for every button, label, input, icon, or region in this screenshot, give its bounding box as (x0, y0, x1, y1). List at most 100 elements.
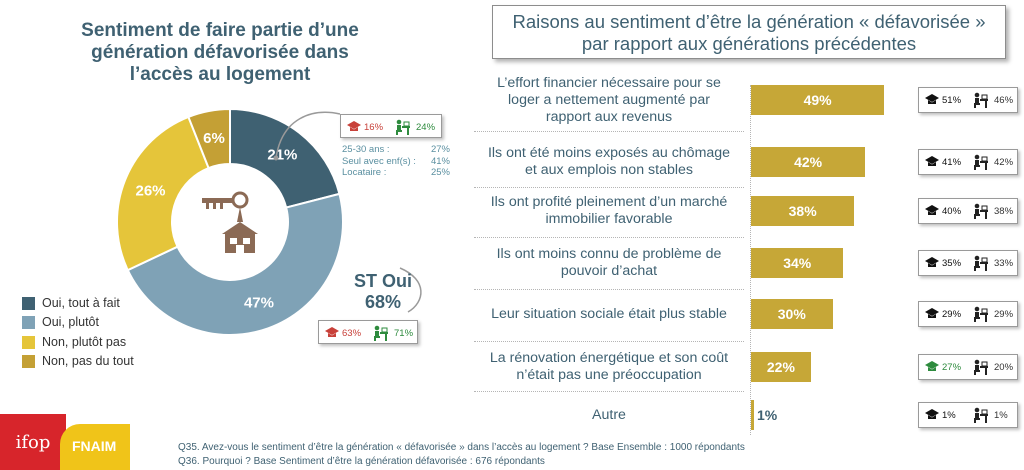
bar (751, 400, 754, 430)
bar-value-label: 38% (788, 203, 817, 219)
worker-desk-icon (374, 325, 388, 341)
graduation-cap-icon (325, 327, 339, 337)
bar (751, 299, 833, 329)
top-cmp-value-2: 24% (416, 122, 436, 133)
row-separator (474, 237, 744, 238)
callout-connector (275, 111, 341, 159)
donut-title-line: l’accès au logement (129, 64, 311, 85)
row-separator (474, 288, 744, 290)
ifop-logo-text: ifop (15, 432, 51, 453)
bar-category-line: rapport aux revenus (545, 108, 673, 125)
st-oui-value: 68% (364, 292, 402, 312)
bar-category-label: Ils ont moins connu de problème de pouvoi… (474, 246, 744, 280)
st-connector (399, 267, 422, 313)
top-cmp-value-1: 16% (364, 122, 384, 133)
graduation-cap-icon (925, 257, 939, 267)
bar-category-label: Ils ont profité pleinement d’un marché im… (474, 194, 744, 228)
fnaim-logo: FNAIM (60, 424, 130, 470)
bar-value-label: 42% (794, 154, 823, 170)
bar-category-label: Autre (474, 407, 744, 424)
bar-category-label: Leur situation sociale était plus stable (474, 306, 744, 323)
comparison-value-2: 29% (994, 309, 1014, 320)
donut-slice-label: 6% (203, 130, 225, 147)
legend-swatch (22, 336, 35, 349)
bar-value-label: 22% (766, 359, 795, 375)
comparison-value-2: 33% (994, 258, 1014, 269)
detail-label: 25-30 ans : (342, 144, 390, 155)
comparison-box: 1% 1% (918, 402, 1018, 428)
detail-row: Locataire : 25% (342, 167, 450, 179)
bar-category-line: et aux emplois non stables (525, 162, 693, 178)
worker-desk-icon (396, 119, 410, 135)
comparison-box: 35% 33% (918, 250, 1018, 276)
comparison-value-2: 42% (994, 157, 1014, 168)
st-cmp-value-2: 71% (394, 328, 414, 339)
bar-category-line: n’était pas une préoccupation (516, 367, 702, 383)
worker-desk-icon (974, 306, 988, 322)
bar-value-label: 49% (803, 92, 832, 108)
donut-slice-label: 26% (135, 183, 165, 200)
detail-value: 27% (430, 144, 450, 155)
donut-title-line: Sentiment de faire partie d’une (81, 20, 359, 41)
comparison-value-2: 38% (994, 206, 1014, 217)
bar (751, 352, 811, 382)
graduation-cap-icon (925, 156, 939, 166)
bar-title-line: Raisons au sentiment d’être la génératio… (512, 11, 986, 32)
comparison-value-1: 29% (942, 309, 962, 320)
row-separator (474, 340, 744, 342)
donut-slice (126, 192, 344, 336)
detail-label: Locataire : (342, 167, 387, 178)
bar-category-label: Ils ont été moins exposés au chômage et a… (474, 145, 744, 179)
graduation-cap-icon (925, 361, 939, 371)
detail-value: 25% (430, 167, 450, 178)
bar-category-line: Ils ont moins connu de problème de (496, 246, 722, 262)
st-cmp-value-1: 63% (342, 328, 362, 339)
donut-title-line: génération défavorisée dans (91, 42, 349, 63)
bar-category-line: immobilier favorable (545, 211, 673, 227)
segment-details: 25-30 ans : 27% Seul avec enf(s) : 41% L… (342, 144, 450, 179)
graduation-cap-icon (925, 94, 939, 104)
comparison-box: 51% 46% (918, 87, 1018, 113)
comparison-box: 29% 29% (918, 301, 1018, 327)
bar-category-label: L’effort financier nécessaire pour se log… (474, 75, 744, 126)
detail-row: Seul avec enf(s) : 41% (342, 156, 450, 168)
comparison-value-1: 1% (942, 410, 956, 421)
donut-slice (116, 115, 210, 272)
ifop-logo: ifop (0, 414, 66, 470)
row-separator (474, 131, 744, 132)
fnaim-logo-text: FNAIM (72, 438, 117, 454)
donut-slice (187, 107, 231, 170)
bar-category-line: Leur situation sociale était plus stable (491, 305, 727, 322)
comparison-box: 27% 20% (918, 354, 1018, 380)
footnote-q36: Q36. Pourquoi ? Base Sentiment d’être la… (178, 456, 545, 467)
bar-category-line: L’effort financier nécessaire pour se (497, 74, 721, 91)
row-separator (474, 186, 744, 188)
comparison-value-1: 35% (942, 258, 962, 269)
comparison-value-1: 41% (942, 157, 962, 168)
comparison-box: 41% 42% (918, 149, 1018, 175)
graduation-cap-icon (347, 121, 361, 131)
legend-label: Non, pas du tout (42, 354, 134, 368)
bar (751, 196, 855, 226)
comparison-value-2: 1% (994, 410, 1008, 421)
bar-category-line: loger a nettement augmenté par (508, 91, 710, 108)
donut-slice-label: 47% (244, 294, 274, 311)
graduation-cap-icon (925, 205, 939, 215)
footnote-q35: Q35. Avez-vous le sentiment d’être la gé… (178, 442, 745, 453)
legend-swatch (22, 355, 35, 368)
bar-value-label: 1% (757, 407, 778, 423)
bar-category-line: pouvoir d’achat (560, 263, 658, 279)
detail-label: Seul avec enf(s) : (342, 155, 416, 167)
bar-category-line: La rénovation énergétique et son coût (489, 350, 729, 366)
row-separator (474, 391, 744, 392)
key-house-icon (202, 191, 258, 253)
bar-axis-line (750, 85, 752, 435)
bar-category-line: Ils ont été moins exposés au chômage (487, 145, 731, 161)
bar (751, 147, 866, 177)
bar-category-label: La rénovation énergétique et son coût n’é… (474, 350, 744, 384)
st-comparison-box: 63% 71% (318, 320, 418, 344)
donut-chart-title: Sentiment de faire partie d’une générati… (70, 20, 370, 86)
worker-desk-icon (974, 255, 988, 271)
worker-desk-icon (974, 154, 988, 170)
bar-category-line: Autre (592, 406, 626, 423)
